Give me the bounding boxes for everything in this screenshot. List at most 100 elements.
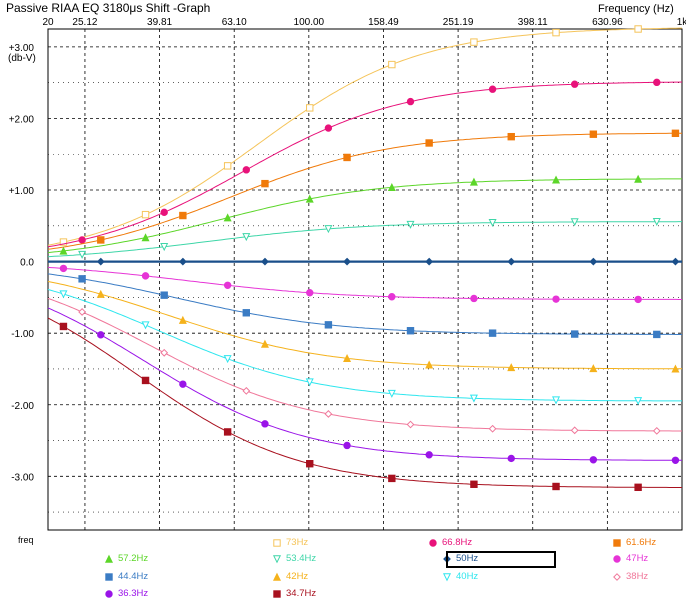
series-point [78,275,86,283]
legend-label: 44.4Hz [118,571,149,582]
legend-marker [442,573,452,582]
series-point [223,355,232,364]
series-point [324,410,333,418]
legend-marker-shape [104,554,114,563]
series-point [242,386,251,395]
window-title: Passive RIAA EQ 3180μs Shift -Graph [6,1,211,15]
series-point [671,257,680,266]
legend-selection-box[interactable] [446,551,556,568]
legend-marker-shape [613,573,621,581]
legend-marker-shape [613,555,621,563]
series-point [78,308,87,316]
x-tick-label: 39.81 [147,17,172,28]
series-line [47,132,682,250]
series-point [570,330,579,338]
y-tick-label: +2.00 [9,114,35,125]
legend-marker [273,590,281,598]
series-point [507,363,516,372]
series-point [141,272,150,280]
series-point [59,264,68,273]
legend-label: 36.3Hz [118,588,149,599]
series-point [305,378,314,387]
legend-marker-shape [105,590,113,598]
series-point [652,217,661,227]
series-point [387,389,396,398]
legend-marker [272,555,282,564]
series-point [552,396,561,405]
series-point [488,218,497,227]
series-point [141,376,150,385]
series-50Hz [48,257,682,266]
series-point [634,483,642,492]
series-point [634,25,642,33]
series-point [160,291,168,299]
legend-marker-shape [105,573,113,581]
series-point [343,153,351,162]
series-point [470,480,478,488]
series-42Hz [47,281,682,373]
series-point [242,233,251,242]
series-point [488,424,497,433]
series-point [96,257,105,266]
series-line [47,289,682,402]
series-point [260,339,269,348]
series-point [306,289,314,297]
legend-label: 47Hz [626,553,649,564]
legend-marker [105,590,113,598]
legend-marker [613,539,621,547]
series-point [59,246,68,255]
legend-marker-shape [272,572,282,581]
x-tick-label: 63.10 [222,17,247,28]
series-point [242,166,250,174]
x-unit-label: Frequency (Hz) [598,3,674,15]
series-point [470,294,478,303]
series-point [425,360,434,369]
series-point [324,321,333,329]
series-point [470,38,478,46]
series-point [425,257,434,266]
legend-label: 50Hz [456,553,479,564]
series-point [306,460,314,468]
series-point [488,329,497,337]
series-point [589,364,598,373]
legend-marker [273,539,281,547]
series-36-3Hz [47,307,682,464]
series-point [97,331,105,339]
series-point [59,238,68,246]
x-tick-label: 158.49 [368,17,399,28]
legend-label: 40Hz [456,571,479,582]
legend-label: 38Hz [626,571,649,582]
series-point [59,322,68,331]
series-point [324,124,333,132]
series-line [47,178,682,254]
y-tick-label: 0.0 [20,258,34,269]
series-point [671,129,680,138]
series-40Hz [47,289,682,406]
series-point [261,179,269,188]
legend-label: 66.8Hz [442,537,473,548]
series-point [96,289,105,298]
series-point [178,315,187,324]
series-point [261,257,269,266]
legend-marker-shape [442,573,452,582]
series-point [59,290,68,299]
series-point [388,474,396,483]
series-point [425,451,433,459]
legend-marker [104,554,114,563]
series-point [387,182,396,192]
x-tick-label: 630.96 [592,17,623,28]
series-line [47,281,682,370]
series-point [634,295,642,304]
y-tick-label: -2.00 [11,401,34,412]
series-point [507,132,515,141]
x-tick-label: 251.19 [443,17,474,28]
series-point [179,211,187,220]
series-line [47,27,682,246]
y-tick-label: +3.00 [9,43,35,54]
series-point [388,293,396,301]
series-line [47,307,682,461]
y-tick-label: -3.00 [11,472,34,483]
legend-marker-shape [273,590,281,598]
legend-marker-shape [613,539,621,547]
series-point [223,281,232,289]
